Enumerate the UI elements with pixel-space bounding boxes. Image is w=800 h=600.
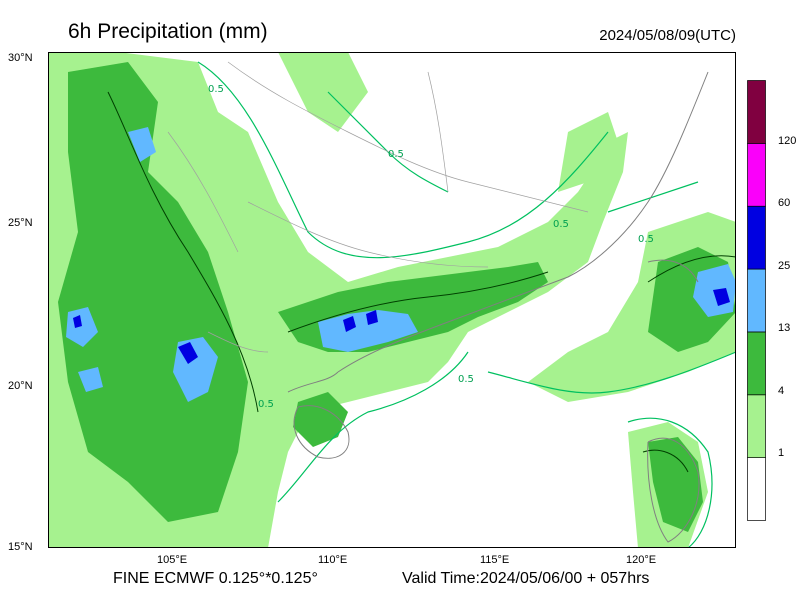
- model-info: FINE ECMWF 0.125°*0.125°: [113, 570, 318, 587]
- valid-time: Valid Time:2024/05/06/00 + 057hrs: [402, 570, 650, 587]
- contour-label-f: 0.5: [638, 234, 654, 245]
- legend-label-4: 4: [778, 385, 785, 397]
- timestamp: 2024/05/08/09(UTC): [599, 27, 736, 44]
- coastline: [287, 71, 709, 543]
- contour-labels: 0.5 0.5 0.5 0.5 0.5 0.5: [208, 84, 654, 410]
- legend-colorbar: [747, 80, 766, 521]
- legend-label-60: 60: [778, 197, 791, 209]
- legend-swatch-4: [747, 205, 766, 270]
- lat-label-20: 20°N: [8, 380, 33, 392]
- lat-label-15: 15°N: [8, 541, 33, 553]
- legend-label-1: 1: [778, 447, 785, 459]
- legend-swatch-1: [747, 394, 766, 458]
- lon-label-105: 105°E: [157, 554, 188, 566]
- contour-label-c: 0.5: [553, 219, 569, 230]
- contour-lines-light: [197, 61, 736, 548]
- precipitation-map: 0.5 0.5 0.5 0.5 0.5 0.5: [48, 52, 736, 548]
- contour-label-a: 0.5: [208, 84, 224, 95]
- lon-label-120: 120°E: [626, 554, 657, 566]
- lon-label-115: 115°E: [480, 554, 510, 566]
- province-borders: [167, 61, 589, 353]
- contour-label-e: 0.5: [458, 374, 474, 385]
- legend-swatch-5: [747, 143, 766, 207]
- legend-label-25: 25: [778, 260, 791, 272]
- precip-band-25-60: [73, 288, 730, 364]
- legend-swatch-6: [747, 80, 766, 144]
- contour-label-d: 0.5: [258, 399, 274, 410]
- map-frame: [48, 52, 736, 548]
- lat-label-25: 25°N: [8, 217, 33, 229]
- legend-label-13: 13: [778, 322, 791, 334]
- legend-swatch-2: [747, 331, 766, 396]
- contour-lines-dark: [107, 91, 736, 473]
- legend-label-120: 120: [778, 135, 797, 147]
- contour-label-b: 0.5: [388, 149, 404, 160]
- legend-swatch-0: [747, 457, 766, 521]
- legend-swatch-3: [747, 268, 766, 333]
- lat-label-30: 30°N: [8, 52, 33, 64]
- map-title: 6h Precipitation (mm): [68, 20, 268, 43]
- lon-label-110: 110°E: [318, 554, 348, 566]
